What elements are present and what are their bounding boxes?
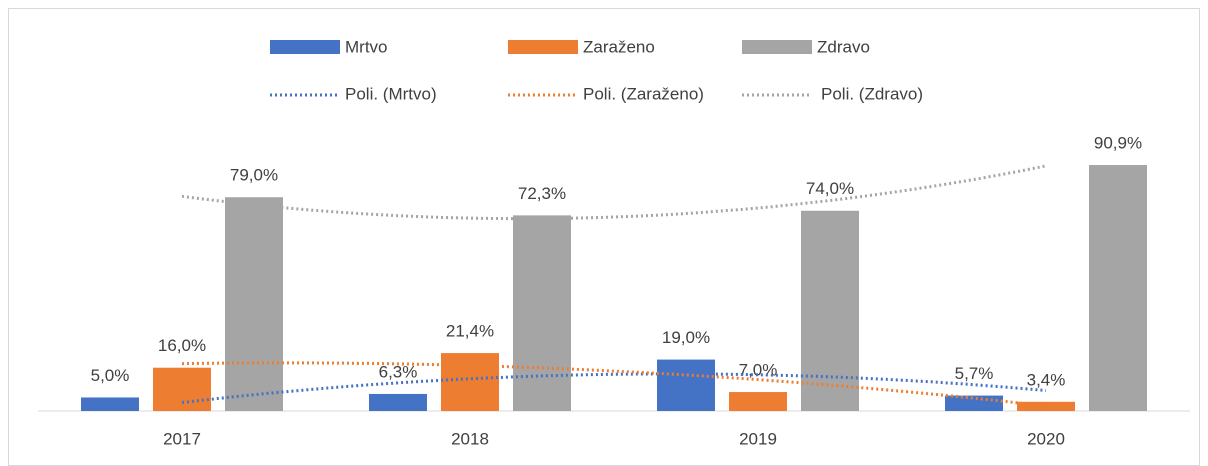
bar: [945, 395, 1003, 411]
data-label: 90,9%: [1094, 134, 1142, 153]
bar: [1017, 401, 1075, 411]
x-tick-label: 2018: [451, 429, 489, 448]
data-label: 79,0%: [230, 166, 278, 185]
bar: [729, 392, 787, 411]
data-label: 3,4%: [1027, 370, 1066, 389]
bar: [441, 353, 499, 411]
legend-swatch: [270, 40, 340, 54]
bar: [81, 397, 139, 411]
bar: [369, 393, 427, 411]
x-tick-label: 2019: [739, 429, 777, 448]
x-tick-label: 2020: [1027, 429, 1065, 448]
data-label: 74,0%: [806, 179, 854, 198]
trendline: [181, 361, 1047, 408]
bar: [657, 359, 715, 411]
bar: [513, 215, 571, 411]
legend-swatch: [508, 40, 578, 54]
data-label: 5,7%: [955, 364, 994, 383]
x-tick-label: 2017: [163, 429, 201, 448]
legend-label: Poli. (Mrtvo): [345, 84, 437, 103]
trendline: [181, 372, 1047, 404]
data-label: 16,0%: [158, 336, 206, 355]
data-label: 5,0%: [91, 366, 130, 385]
bar: [1089, 165, 1147, 411]
legend-label: Mrtvo: [345, 37, 388, 56]
legend-label: Zaraženo: [583, 37, 655, 56]
legend-label: Zdravo: [817, 37, 870, 56]
legend-label: Poli. (Zdravo): [821, 84, 923, 103]
data-label: 21,4%: [446, 322, 494, 341]
bar: [153, 367, 211, 411]
data-label: 6,3%: [379, 362, 418, 381]
data-label: 72,3%: [518, 184, 566, 203]
bar: [225, 197, 283, 411]
data-label: 7,0%: [739, 361, 778, 380]
bar: [801, 210, 859, 411]
legend-swatch: [742, 40, 812, 54]
legend-label: Poli. (Zaraženo): [583, 84, 704, 103]
data-label: 19,0%: [662, 328, 710, 347]
